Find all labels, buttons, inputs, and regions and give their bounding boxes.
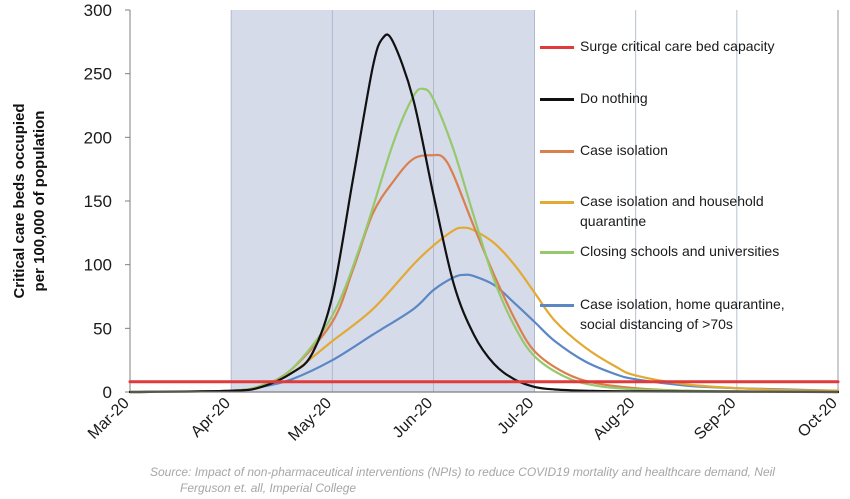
y-tick-label: 200 [84, 128, 112, 147]
source-line-2: Ferguson et. all, Imperial College [180, 481, 357, 495]
legend-label-social-distancing-2: social distancing of >70s [580, 316, 733, 332]
x-tick-label: Jul-20 [495, 395, 538, 438]
source-line-1: Source: Impact of non-pharmaceutical int… [150, 465, 775, 479]
y-tick-label: 0 [103, 383, 112, 402]
series-lines [128, 33, 840, 394]
y-tick-label: 300 [84, 1, 112, 20]
legend-label-case-isolation: Case isolation [580, 142, 668, 158]
source-caption: Source: Impact of non-pharmaceutical int… [150, 464, 840, 496]
legend-swatch-surge [540, 46, 574, 49]
x-tick-label: Aug-20 [590, 395, 639, 444]
shaded-region [231, 10, 535, 392]
x-tick-label: May-20 [285, 395, 335, 445]
x-tick-label: Apr-20 [188, 395, 234, 441]
y-axis-label-line2: per 100,000 of population [31, 111, 48, 292]
legend-swatch-closing-schools [540, 251, 574, 254]
x-ticks: Mar-20 Apr-20 May-20 Jun-20 Jul-20 Aug-20 Sep-… [85, 395, 841, 445]
x-tick-label: Jun-20 [390, 395, 437, 442]
legend-label-social-distancing-1: Case isolation, home quarantine, [580, 296, 785, 312]
x-tick-label: Oct-20 [795, 395, 841, 441]
y-axis-label-line1: Critical care beds occupied [11, 103, 28, 298]
y-tick-label: 150 [84, 192, 112, 211]
x-tick-label: Sep-20 [691, 395, 740, 444]
y-ticks: 0 50 100 150 200 250 300 [84, 1, 130, 402]
legend-label-household-quarantine-1: Case isolation and household [580, 193, 764, 209]
legend-label-household-quarantine-2: quarantine [580, 213, 647, 229]
legend-label-do-nothing: Do nothing [580, 90, 648, 106]
legend-swatch-case-isolation [540, 150, 574, 153]
series-line-do-nothing [128, 33, 840, 394]
y-tick-label: 50 [93, 319, 112, 338]
legend-swatch-household-quarantine [540, 201, 574, 204]
legend-swatch-social-distancing [540, 304, 574, 307]
y-tick-label: 250 [84, 65, 112, 84]
legend-label-closing-schools: Closing schools and universities [580, 243, 780, 259]
legend-swatch-do-nothing [540, 98, 574, 101]
series-line-closing-schools-and-universities [128, 87, 840, 394]
legend-label-surge: Surge critical care bed capacity [580, 38, 775, 54]
y-tick-label: 100 [84, 256, 112, 275]
